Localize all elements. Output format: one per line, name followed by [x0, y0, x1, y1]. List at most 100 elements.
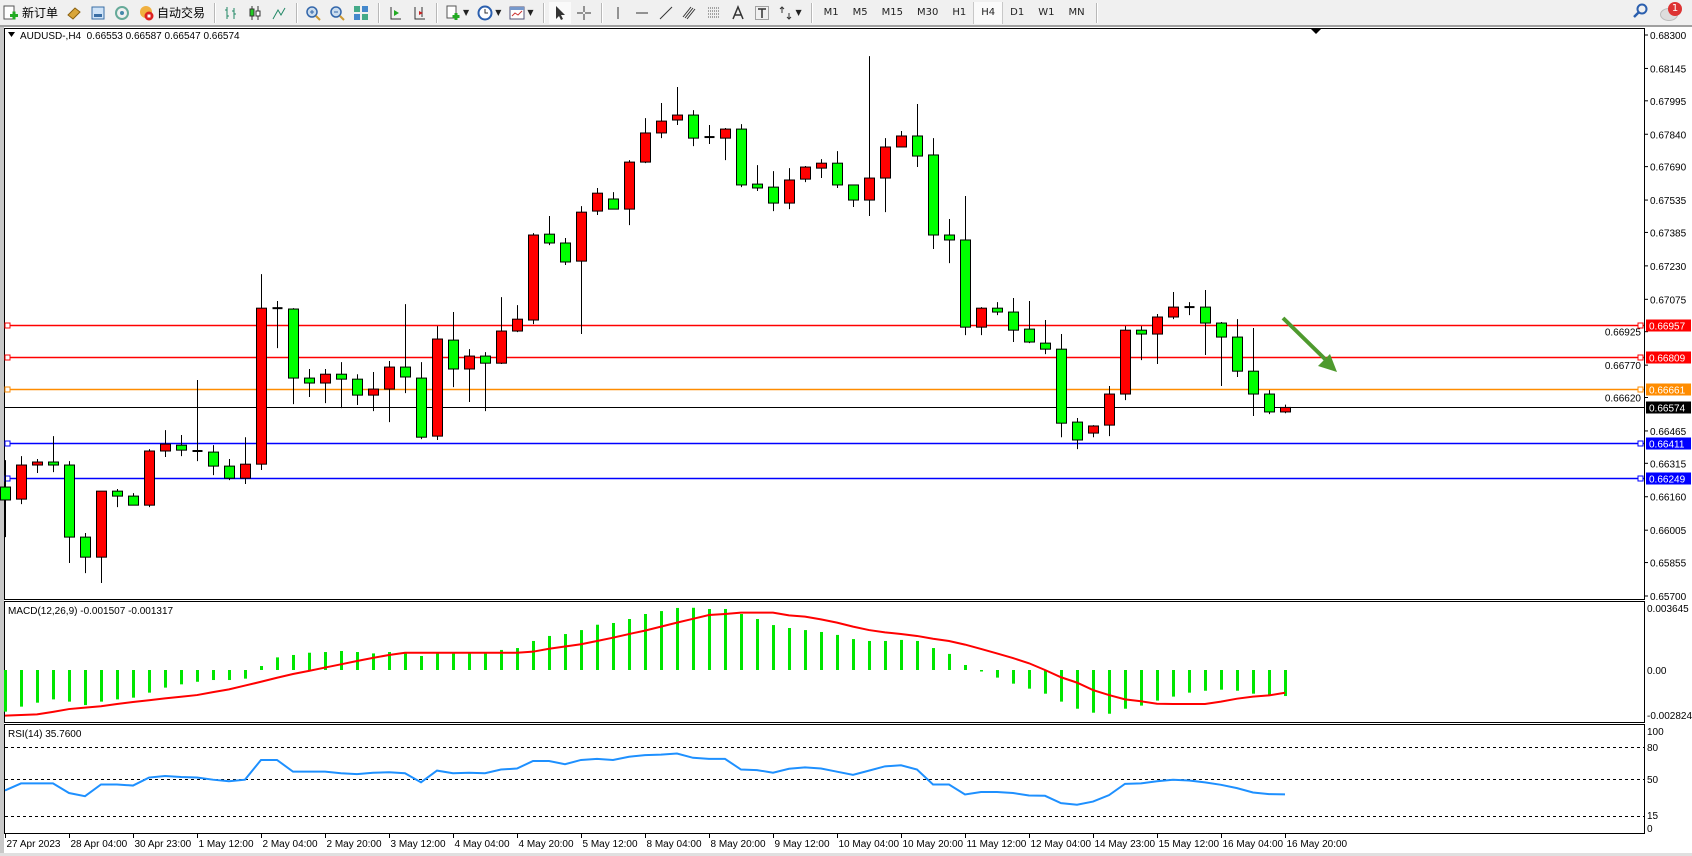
- candle: [480, 352, 491, 412]
- macd-histogram-bar: [1076, 670, 1079, 709]
- line-handle-left[interactable]: [4, 354, 11, 361]
- candle: [1216, 321, 1227, 387]
- timeframe-w1[interactable]: W1: [1038, 6, 1055, 18]
- toolbar-divider: [214, 2, 217, 23]
- chart-window[interactable]: 0.68300 0.68145 0.67995 0.67840 0.67690 0.675…: [0, 27, 1692, 856]
- timeframe-m5[interactable]: M5: [852, 6, 868, 18]
- search-icon[interactable]: [1632, 3, 1648, 22]
- zoom-out-icon: [329, 5, 345, 21]
- chart-background: [0, 27, 1692, 856]
- line-chart-button[interactable]: [268, 2, 290, 24]
- rsi-header: RSI(14) 35.7600: [8, 729, 82, 740]
- arrows-button[interactable]: ▼: [775, 2, 805, 24]
- price-axis-label: 0.67535: [1650, 196, 1687, 207]
- macd-histogram-bar: [948, 653, 951, 670]
- line-handle-left[interactable]: [4, 440, 11, 447]
- template-icon: [509, 5, 525, 21]
- text-label-button[interactable]: [751, 2, 773, 24]
- macd-histogram-bar: [676, 607, 679, 670]
- timeframe-d1[interactable]: D1: [1010, 6, 1025, 18]
- candle-body: [1024, 328, 1035, 343]
- candle: [544, 216, 555, 246]
- candle-body: [64, 464, 75, 538]
- text-button[interactable]: [727, 2, 749, 24]
- zoom-in-button[interactable]: [302, 2, 324, 24]
- macd-histogram-bar: [644, 613, 647, 670]
- toolbar-divider: [436, 2, 439, 23]
- macd-histogram-bar: [500, 649, 503, 670]
- macd-histogram-bar: [980, 670, 983, 672]
- equidistant-channel-button[interactable]: [679, 2, 701, 24]
- timeframe-m30[interactable]: M30: [917, 6, 939, 18]
- macd-histogram-bar: [756, 619, 759, 670]
- time-axis-label: 16 May 04:00: [1223, 839, 1284, 850]
- candlestick-button[interactable]: [244, 2, 266, 24]
- price-axis-label: 0.66465: [1650, 427, 1687, 438]
- macd-histogram-bar: [868, 640, 871, 670]
- candle-body: [976, 307, 987, 328]
- macd-histogram-bar: [1028, 670, 1031, 689]
- horizontal-line-button[interactable]: [631, 2, 653, 24]
- candle-body: [1136, 329, 1147, 335]
- vertical-line-button[interactable]: [607, 2, 629, 24]
- trend-arrow-icon: [1281, 316, 1337, 372]
- time-axis-label: 3 May 12:00: [391, 839, 446, 850]
- gold-bar-button[interactable]: [63, 2, 85, 24]
- cursor-button[interactable]: [548, 1, 571, 24]
- templates-button[interactable]: ▼: [506, 2, 536, 24]
- price-axis-label: 0.67995: [1650, 97, 1687, 108]
- chart-shift-icon: [411, 5, 427, 21]
- macd-histogram-bar: [628, 619, 631, 670]
- collapse-triangle-icon[interactable]: [8, 32, 15, 37]
- zoom-out-button[interactable]: [326, 2, 348, 24]
- dropdown-arrow-icon: ▼: [463, 8, 470, 17]
- chart-shift-marker-icon[interactable]: [1311, 29, 1321, 34]
- macd-histogram-bar: [100, 670, 103, 702]
- auto-trade-button[interactable]: 自动交易: [135, 2, 208, 24]
- fibonacci-button[interactable]: [703, 2, 725, 24]
- timeframe-m1[interactable]: M1: [823, 6, 839, 18]
- candle-body: [416, 377, 427, 438]
- candle: [1104, 386, 1115, 437]
- line-handle-left[interactable]: [4, 322, 11, 329]
- time-axis-label: 1 May 12:00: [199, 839, 254, 850]
- timeframe-h1[interactable]: H1: [952, 6, 967, 18]
- candle: [352, 374, 363, 406]
- candle: [720, 127, 731, 161]
- history-button[interactable]: [87, 2, 109, 24]
- auto-scroll-button[interactable]: [384, 2, 406, 24]
- candle-body: [384, 366, 395, 390]
- crosshair-button[interactable]: [573, 2, 595, 24]
- trendline-button[interactable]: [655, 2, 677, 24]
- notifications-button[interactable]: 1: [1660, 2, 1682, 22]
- timeframe-mn[interactable]: MN: [1068, 6, 1085, 18]
- candle: [608, 192, 619, 210]
- line-handle-right[interactable]: [1637, 475, 1644, 482]
- candle: [976, 307, 987, 336]
- timeframe-m15[interactable]: M15: [881, 6, 904, 18]
- bar-chart-button[interactable]: [220, 2, 242, 24]
- arrows-icon: [778, 5, 794, 21]
- candle-body: [432, 338, 443, 437]
- tile-windows-button[interactable]: [350, 2, 372, 24]
- timeframe-h4[interactable]: H4: [973, 1, 1004, 24]
- line-handle-right[interactable]: [1637, 354, 1644, 361]
- line-handle-right[interactable]: [1637, 322, 1644, 329]
- candle: [96, 490, 107, 584]
- new-order-button[interactable]: 新订单: [0, 2, 61, 24]
- candle: [1120, 326, 1131, 401]
- line-handle-left[interactable]: [4, 386, 11, 393]
- candle-body: [1120, 329, 1131, 395]
- candle: [1280, 404, 1291, 414]
- signals-button[interactable]: [111, 2, 133, 24]
- indicators-button[interactable]: ▼: [442, 2, 472, 24]
- periods-button[interactable]: ▼: [474, 2, 504, 24]
- candle: [128, 493, 139, 506]
- current-price-label-bg: [1646, 401, 1691, 414]
- line-handle-right[interactable]: [1637, 386, 1644, 393]
- chart-shift-button[interactable]: [408, 2, 430, 24]
- candle-body: [352, 378, 363, 396]
- trendline-icon: [658, 5, 674, 21]
- line-handle-right[interactable]: [1637, 440, 1644, 447]
- horizontal-lines: 0.66957 0.66809 0.66661 0.66411 0.66249 0.665…: [4, 319, 1691, 486]
